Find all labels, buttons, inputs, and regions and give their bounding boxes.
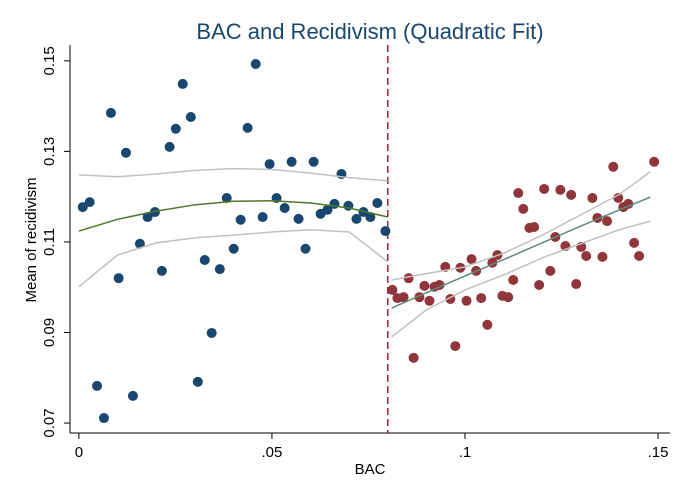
y-tick-label: 0.07 (41, 408, 58, 437)
data-point (424, 295, 435, 306)
data-point (264, 159, 275, 170)
data-point (566, 189, 577, 200)
data-point (134, 238, 145, 249)
y-axis-title: Mean of recidivism (23, 177, 40, 302)
data-point (351, 213, 362, 224)
data-point (156, 265, 167, 276)
data-point (450, 341, 461, 352)
data-point (513, 188, 524, 199)
data-point (105, 107, 116, 118)
data-point (629, 237, 640, 248)
data-point (365, 212, 376, 223)
data-point (170, 123, 181, 134)
data-point (235, 214, 246, 225)
data-point (77, 202, 88, 213)
fit-line (391, 196, 651, 309)
data-point (199, 255, 210, 266)
data-point (164, 141, 175, 152)
data-point (322, 204, 333, 215)
y-tick-label: 0.11 (41, 228, 58, 256)
data-point (408, 352, 419, 363)
y-tick-label: 0.15 (41, 46, 58, 75)
data-point (84, 197, 95, 208)
data-point (503, 292, 514, 303)
data-point (649, 156, 660, 167)
x-tick-label: .05 (262, 444, 283, 461)
data-point (419, 280, 430, 291)
data-point (398, 292, 409, 303)
data-point (286, 156, 297, 167)
fit-line (391, 171, 651, 281)
data-point (308, 156, 319, 167)
x-tick-label: 0 (75, 444, 83, 461)
data-point (142, 212, 153, 223)
data-point (372, 198, 383, 209)
data-point (534, 279, 545, 290)
x-axis-title: BAC (355, 461, 386, 478)
data-point (98, 413, 109, 424)
y-tick-label: 0.09 (41, 318, 58, 347)
data-point (597, 251, 608, 262)
y-tick-label: 0.13 (41, 137, 58, 166)
data-point (380, 226, 391, 237)
data-point (476, 293, 487, 304)
data-point (634, 250, 645, 261)
data-point (461, 295, 472, 306)
data-point (571, 279, 582, 290)
x-tick-label: .15 (648, 444, 669, 461)
data-point (545, 265, 556, 276)
data-point (127, 390, 138, 401)
data-point (221, 193, 232, 204)
data-point (279, 202, 290, 213)
data-point (214, 264, 225, 275)
x-tick-label: .1 (459, 444, 472, 461)
data-point (113, 273, 124, 284)
data-point (329, 198, 340, 209)
data-point (228, 243, 239, 254)
data-point (529, 222, 540, 233)
fit-line (78, 228, 389, 288)
data-point (257, 212, 268, 223)
data-point (587, 193, 598, 204)
data-point (555, 184, 566, 195)
data-point (466, 254, 477, 265)
data-point (602, 216, 613, 227)
data-point (293, 213, 304, 224)
fit-line (78, 199, 388, 232)
data-point (539, 183, 550, 194)
data-point (185, 111, 196, 122)
data-point (120, 147, 131, 158)
fit-line (78, 167, 388, 182)
data-point (242, 122, 253, 133)
data-point (581, 250, 592, 261)
data-point (92, 380, 103, 391)
fit-line (391, 220, 651, 338)
data-point (250, 59, 261, 70)
chart-title: BAC and Recidivism (Quadratic Fit) (196, 19, 543, 44)
data-point (518, 203, 529, 214)
data-point (387, 284, 398, 295)
data-point (608, 161, 619, 172)
data-point (482, 319, 493, 330)
data-point (300, 243, 311, 254)
data-point (192, 376, 203, 387)
data-point (177, 78, 188, 89)
data-point (206, 327, 217, 338)
data-point (508, 274, 519, 285)
